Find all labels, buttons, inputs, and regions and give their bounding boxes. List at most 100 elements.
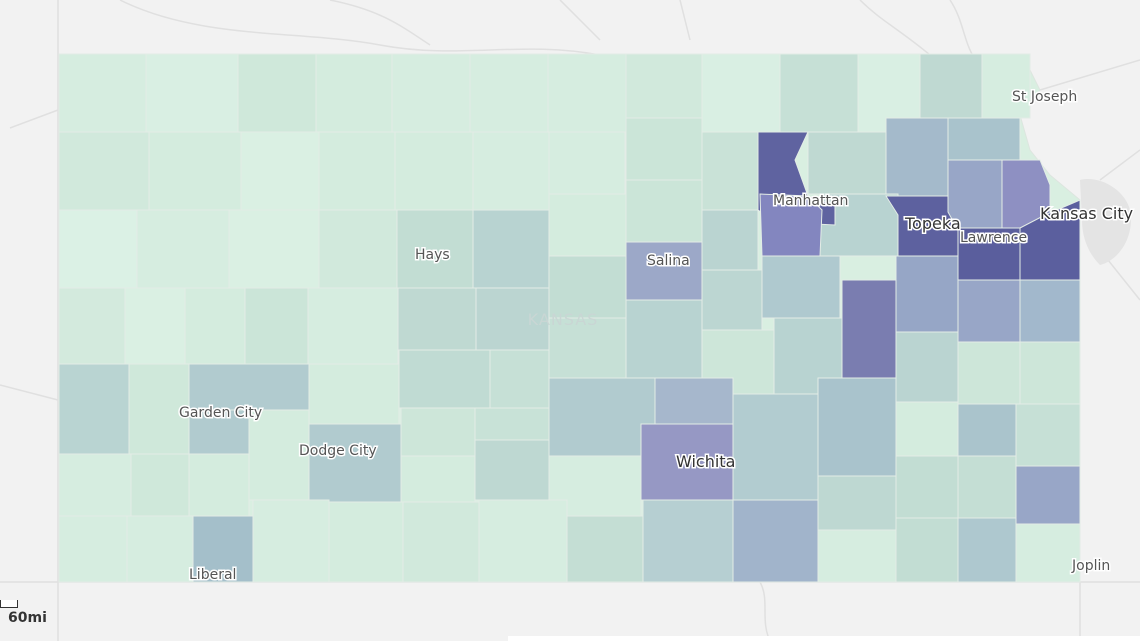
county[interactable]: [472, 209, 550, 289]
county[interactable]: [318, 209, 398, 289]
county[interactable]: [640, 423, 734, 501]
county[interactable]: [148, 131, 242, 211]
county[interactable]: [895, 331, 959, 403]
county[interactable]: [126, 515, 194, 583]
county[interactable]: [895, 401, 959, 457]
county[interactable]: [779, 53, 859, 133]
county[interactable]: [1015, 403, 1081, 467]
county[interactable]: [474, 407, 550, 441]
county[interactable]: [136, 209, 230, 289]
city-label-st-joseph: St Joseph: [1012, 89, 1077, 105]
county[interactable]: [701, 53, 781, 133]
county[interactable]: [400, 407, 476, 457]
county[interactable]: [318, 131, 396, 211]
county[interactable]: [817, 377, 897, 477]
county[interactable]: [398, 349, 491, 409]
county[interactable]: [547, 53, 627, 133]
county[interactable]: [957, 517, 1017, 583]
county[interactable]: [1019, 279, 1081, 343]
county[interactable]: [807, 131, 887, 195]
county[interactable]: [472, 131, 550, 211]
county[interactable]: [58, 453, 132, 517]
county[interactable]: [58, 363, 130, 455]
county[interactable]: [625, 117, 703, 181]
city-label-wichita: Wichita: [676, 452, 735, 471]
county[interactable]: [761, 255, 841, 319]
county[interactable]: [394, 131, 474, 211]
county[interactable]: [237, 53, 317, 133]
county[interactable]: [402, 501, 480, 583]
county[interactable]: [957, 279, 1021, 343]
county[interactable]: [817, 529, 897, 583]
county[interactable]: [308, 423, 402, 503]
county[interactable]: [248, 409, 310, 501]
county[interactable]: [895, 517, 959, 583]
attribution-strip: [508, 636, 1140, 641]
county[interactable]: [188, 363, 310, 411]
county[interactable]: [397, 287, 477, 351]
county[interactable]: [489, 349, 550, 409]
county[interactable]: [885, 117, 949, 197]
county[interactable]: [947, 117, 1021, 161]
county[interactable]: [188, 409, 250, 455]
county[interactable]: [1019, 199, 1081, 281]
county[interactable]: [895, 255, 959, 333]
county[interactable]: [58, 515, 128, 583]
county[interactable]: [701, 269, 763, 331]
county[interactable]: [400, 455, 476, 503]
county[interactable]: [184, 287, 246, 365]
county[interactable]: [548, 193, 627, 257]
county[interactable]: [1015, 465, 1081, 525]
county[interactable]: [475, 287, 550, 351]
county[interactable]: [1015, 523, 1081, 583]
scale-label: 60mi: [8, 610, 47, 626]
county[interactable]: [130, 453, 190, 517]
county[interactable]: [895, 455, 959, 519]
county[interactable]: [817, 475, 897, 531]
county[interactable]: [642, 499, 734, 583]
county[interactable]: [124, 287, 186, 365]
county[interactable]: [548, 317, 627, 379]
county[interactable]: [308, 363, 400, 425]
county[interactable]: [981, 53, 1031, 119]
county[interactable]: [548, 131, 626, 195]
county[interactable]: [957, 455, 1017, 519]
county[interactable]: [145, 53, 239, 133]
county[interactable]: [919, 53, 983, 119]
county[interactable]: [625, 241, 703, 301]
county[interactable]: [548, 255, 627, 319]
county[interactable]: [957, 341, 1021, 405]
county[interactable]: [391, 53, 471, 133]
counties[interactable]: [58, 53, 1081, 583]
county[interactable]: [957, 403, 1017, 457]
county[interactable]: [625, 299, 703, 379]
county[interactable]: [474, 439, 550, 501]
county[interactable]: [469, 53, 549, 133]
county[interactable]: [548, 377, 656, 457]
county[interactable]: [732, 393, 819, 501]
county[interactable]: [654, 377, 734, 425]
county[interactable]: [566, 515, 644, 583]
county[interactable]: [244, 287, 309, 365]
county[interactable]: [328, 501, 404, 583]
county[interactable]: [732, 499, 819, 583]
county[interactable]: [625, 53, 703, 119]
county[interactable]: [252, 499, 330, 583]
county[interactable]: [58, 53, 147, 133]
county[interactable]: [759, 193, 823, 257]
county[interactable]: [188, 453, 250, 517]
county[interactable]: [478, 499, 568, 583]
county[interactable]: [240, 131, 320, 211]
county[interactable]: [228, 209, 320, 289]
county[interactable]: [701, 131, 759, 211]
county[interactable]: [701, 209, 759, 271]
county[interactable]: [58, 287, 126, 365]
county[interactable]: [1019, 341, 1081, 405]
county[interactable]: [841, 279, 897, 379]
county[interactable]: [315, 53, 393, 133]
county[interactable]: [58, 131, 150, 211]
county[interactable]: [58, 209, 138, 289]
county[interactable]: [307, 287, 399, 365]
county[interactable]: [625, 179, 703, 243]
